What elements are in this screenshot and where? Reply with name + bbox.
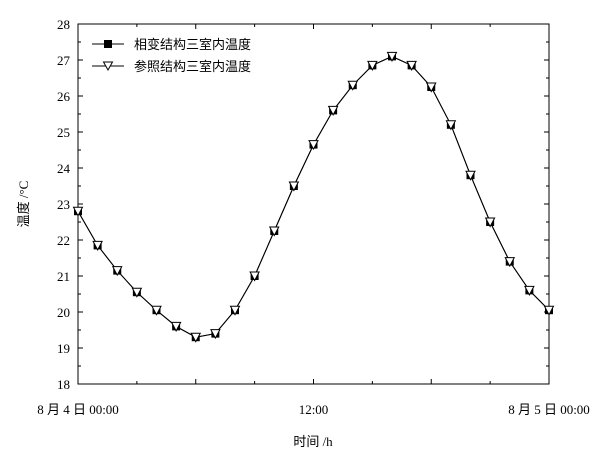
y-tick-label: 21: [57, 269, 70, 284]
legend-label-series-2: 参照结构三室内温度: [134, 59, 251, 74]
series-line-2: [77, 55, 550, 338]
data-point-series-2: [524, 285, 535, 296]
y-tick-label: 23: [57, 197, 70, 212]
x-tick-label: 8 月 5 日 00:00: [508, 402, 590, 417]
legend-marker-square: [104, 40, 112, 48]
x-tick-label: 12:00: [299, 402, 329, 417]
data-point-series-2: [288, 181, 300, 192]
data-point-series-2: [170, 321, 182, 332]
data-point-series-2: [465, 170, 476, 181]
data-point-series-2: [72, 206, 84, 217]
y-tick-label: 24: [57, 161, 71, 176]
data-point-series-2: [386, 51, 398, 62]
data-point-series-2: [504, 257, 516, 268]
data-point-series-2: [92, 240, 103, 251]
data-point-series-2: [347, 80, 359, 91]
y-tick-label: 27: [57, 53, 71, 68]
y-tick-label: 20: [57, 305, 70, 320]
data-point-series-2: [445, 120, 457, 131]
data-point-series-2: [151, 305, 162, 316]
y-tick-label: 26: [57, 89, 71, 104]
series-layer: [72, 51, 555, 343]
legend-label-series-1: 相变结构三室内温度: [134, 37, 251, 52]
data-point-series-2: [367, 60, 378, 71]
x-axis-label: 时间 /h: [293, 434, 333, 449]
series-line-1: [77, 55, 550, 338]
data-point-series-2: [111, 266, 123, 277]
y-tick-label: 25: [57, 125, 70, 140]
y-tick-label: 18: [57, 377, 70, 392]
data-point-series-2: [190, 332, 202, 343]
data-point-series-2: [268, 226, 280, 237]
y-axis-label: 温度 /°C: [16, 181, 31, 228]
x-tick-label: 8 月 4 日 00:00: [37, 402, 119, 417]
y-tick-label: 19: [57, 341, 70, 356]
plot-frame: [77, 23, 550, 385]
data-point-series-2: [543, 305, 555, 316]
data-point-series-2: [249, 271, 260, 282]
data-point-series-2: [308, 140, 319, 151]
y-tick-label: 28: [57, 17, 70, 32]
data-point-series-2: [425, 82, 437, 93]
legend: 相变结构三室内温度 参照结构三室内温度: [92, 37, 251, 74]
data-point-series-2: [484, 217, 496, 228]
data-point-series-2: [131, 287, 143, 298]
y-axis-ticks: 18 19 20 21 22 23 24 25 26 27 28: [57, 17, 549, 392]
legend-marker-triangle: [102, 61, 114, 72]
data-point-series-2: [406, 60, 417, 71]
y-tick-label: 22: [57, 233, 70, 248]
data-point-series-2: [327, 105, 339, 116]
data-point-series-2: [210, 329, 221, 340]
data-point-series-2: [229, 305, 241, 316]
x-axis-ticks: 8 月 4 日 00:00 12:00 8 月 5 日 00:00: [37, 24, 590, 417]
